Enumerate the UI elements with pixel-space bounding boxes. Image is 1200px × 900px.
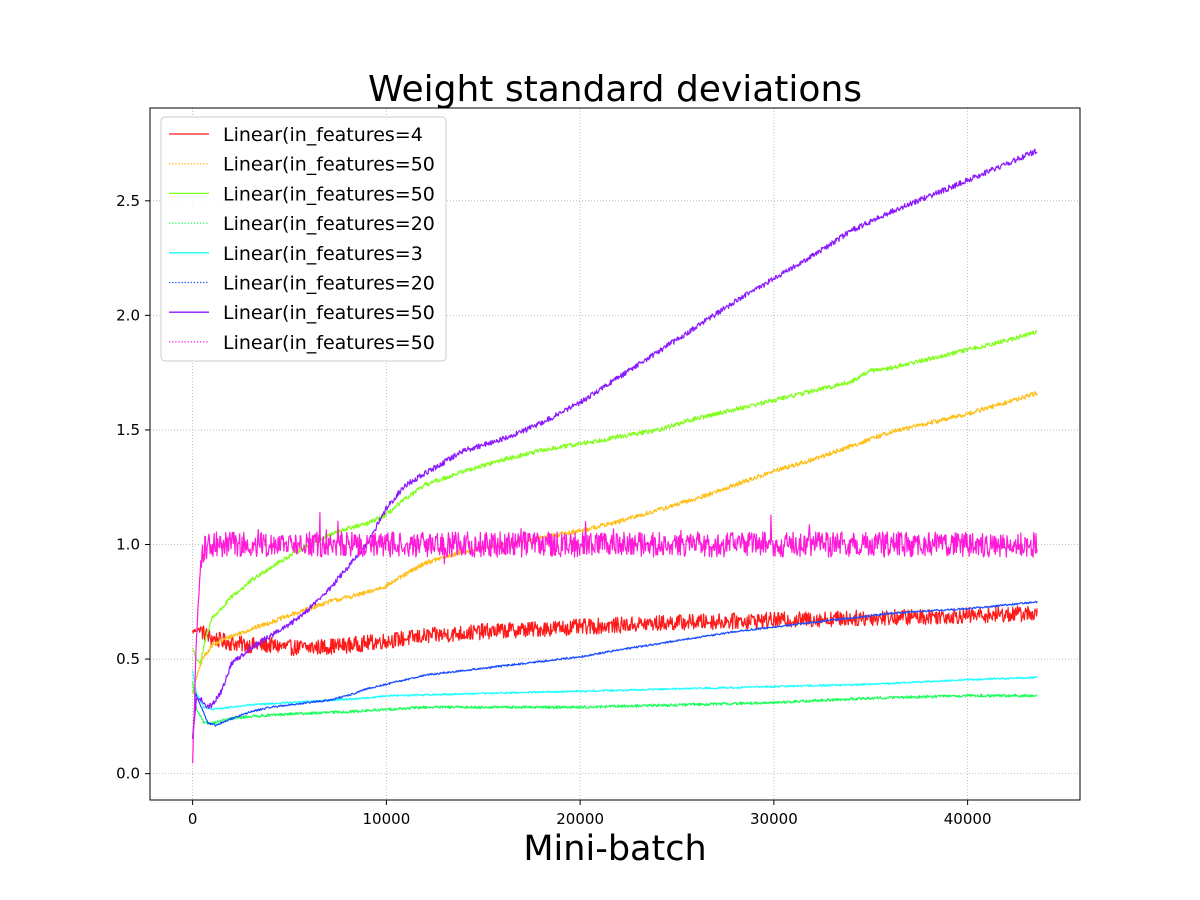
- series-line-1: [192, 605, 1038, 657]
- legend-label-6: Linear(in_features=20: [223, 273, 435, 295]
- series-line-7: [192, 148, 1038, 739]
- x-axis-label: Mini-batch: [523, 829, 706, 869]
- legend: Linear(in_features=4 Linear(in_features=5…: [160, 116, 447, 362]
- legend-label-2: Linear(in_features=50: [223, 154, 435, 176]
- legend-label-5: Linear(in_features=3: [223, 243, 423, 265]
- y-axis: 0.0 0.5 1.0 1.5 2.0 2.5: [116, 192, 150, 783]
- legend-label-8: Linear(in_features=50: [223, 332, 435, 354]
- x-tick-label: 10000: [363, 810, 411, 828]
- series-line-3: [192, 329, 1038, 665]
- series-line-8: [192, 512, 1038, 764]
- x-tick-label: 20000: [556, 810, 604, 828]
- x-tick-label: 0: [188, 810, 198, 828]
- y-tick-label: 2.0: [116, 306, 140, 324]
- y-tick-label: 0.5: [116, 650, 140, 668]
- y-tick-label: 2.5: [116, 192, 140, 210]
- y-tick-label: 1.0: [116, 536, 140, 554]
- axes-frame: [149, 107, 1081, 801]
- chart-title: Weight standard deviations: [368, 69, 862, 110]
- legend-label-3: Linear(in_features=50: [223, 183, 435, 205]
- legend-box: [160, 116, 447, 362]
- series-line-6: [192, 600, 1038, 740]
- legend-label-1: Linear(in_features=4: [223, 124, 423, 146]
- legend-label-7: Linear(in_features=50: [223, 302, 435, 324]
- legend-label-4: Linear(in_features=20: [223, 213, 435, 235]
- x-tick-label: 40000: [944, 810, 992, 828]
- y-tick-label: 0.0: [116, 765, 140, 783]
- plot-area: [192, 148, 1038, 764]
- x-axis: 0 10000 20000 30000 40000: [188, 800, 992, 828]
- y-tick-label: 1.5: [116, 421, 140, 439]
- x-tick-label: 30000: [750, 810, 798, 828]
- series-line-4: [192, 681, 1038, 726]
- series-group: [192, 148, 1038, 764]
- series-line-2: [192, 391, 1038, 695]
